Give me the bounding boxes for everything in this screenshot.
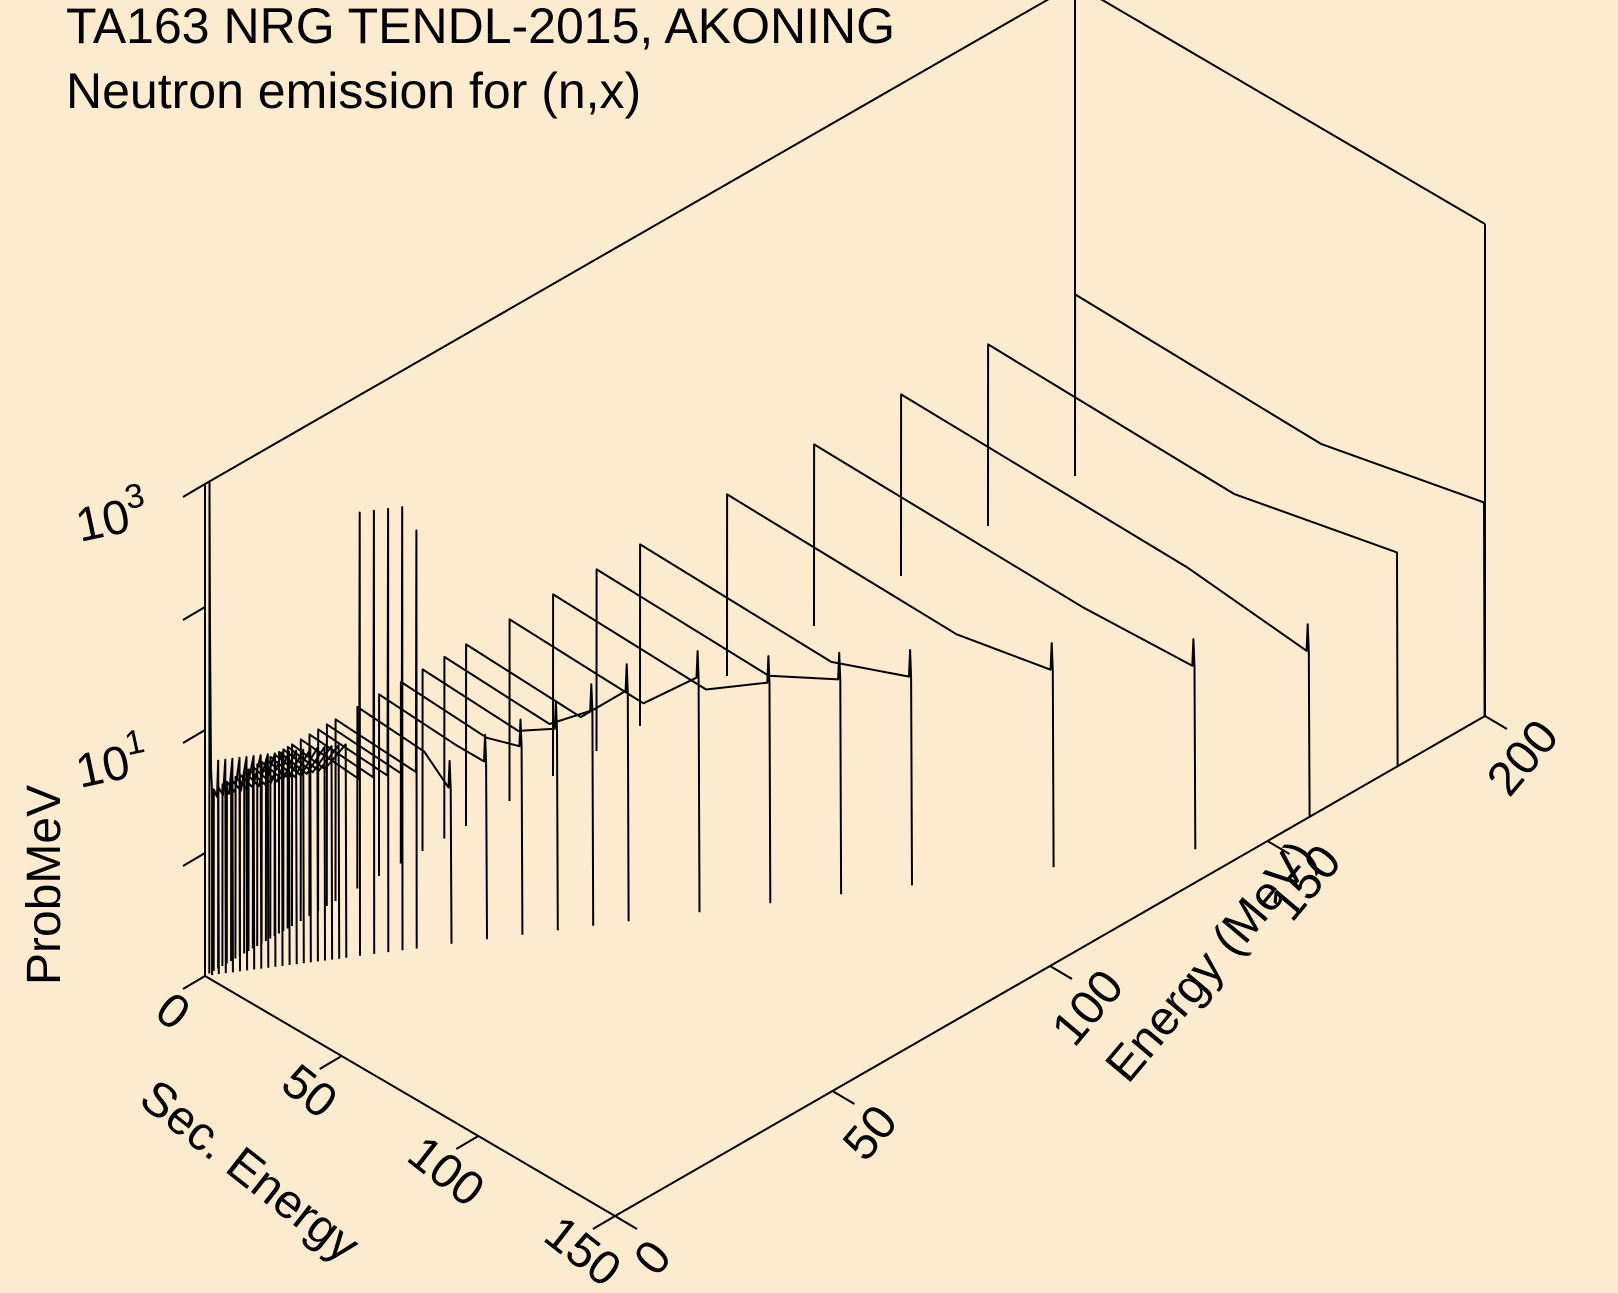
x-tick-mark — [182, 975, 206, 990]
spectrum-curve — [291, 743, 348, 958]
x-tick-mark — [319, 1055, 343, 1070]
spectrum-curve — [508, 618, 701, 913]
y-tick-mark — [614, 1215, 638, 1230]
y-tick-mark — [1266, 840, 1291, 855]
plot-box — [204, 0, 1486, 1217]
z-axis-label: ProbMeV — [18, 785, 71, 985]
spectrum-curve — [813, 443, 1197, 850]
z-tick-label: 103 — [69, 476, 153, 553]
spectrum-curves — [208, 293, 1486, 976]
chart-subtitle: Neutron emission for (n,x) — [66, 63, 641, 119]
spectrum-curve — [987, 343, 1399, 767]
top-left-edge — [204, 0, 1050, 485]
x-tick-mark — [592, 1215, 616, 1230]
x-tick-label: 50 — [272, 1054, 347, 1129]
z-minor-tick-mark — [182, 852, 206, 867]
spectrum-curve — [378, 693, 488, 940]
top-back-edge — [1100, 0, 1486, 225]
spectrum-curve — [277, 746, 326, 961]
x-tick-label: 150 — [535, 1206, 631, 1288]
spectrum-curve — [317, 507, 390, 953]
spectrum-curve — [208, 480, 214, 976]
spectrum-curve — [639, 543, 913, 886]
y-axis-label: Energy (MeV) — [1096, 831, 1327, 1092]
spectrum-curve — [900, 393, 1312, 817]
spectrum-curve — [269, 747, 312, 963]
y-tick-mark — [1484, 715, 1508, 730]
spectrum-curve — [256, 750, 291, 966]
x-axis-line — [204, 975, 616, 1217]
spectrum-curve — [230, 756, 249, 971]
spectrum-curve — [308, 509, 376, 954]
spectrum-curve — [243, 753, 270, 968]
chart-title: TA163 NRG TENDL-2015, AKONING — [66, 0, 895, 54]
z-tick-mark — [182, 483, 206, 498]
x-tick-mark — [455, 1135, 479, 1150]
spectrum-curve — [221, 757, 234, 973]
spectrum-curve — [356, 705, 453, 944]
spectrum-curve — [595, 568, 843, 895]
spectrum-curve — [421, 668, 559, 931]
z-minor-tick-mark — [182, 606, 206, 621]
spectrum-curve — [282, 745, 334, 960]
spectrum-curve — [264, 748, 305, 964]
spectrum-curve — [334, 529, 418, 949]
spectrum-curve — [726, 493, 1055, 868]
y-tick-label: 0 — [624, 1231, 682, 1286]
y-tick-label: 200 — [1477, 710, 1569, 805]
y-tick-mark — [831, 1090, 856, 1105]
x-tick-label: 0 — [146, 983, 200, 1041]
spectrum-curve — [399, 680, 524, 935]
x-tick-label: 100 — [398, 1126, 494, 1217]
z-tick-mark — [182, 729, 206, 744]
spectrum-curve — [552, 593, 772, 904]
spectrum-curve — [299, 511, 361, 956]
z-tick-label: 101 — [69, 722, 153, 799]
spectrum-curve — [1074, 293, 1486, 717]
y-tick-mark — [1049, 965, 1073, 980]
y-tick-label: 50 — [833, 1096, 908, 1171]
